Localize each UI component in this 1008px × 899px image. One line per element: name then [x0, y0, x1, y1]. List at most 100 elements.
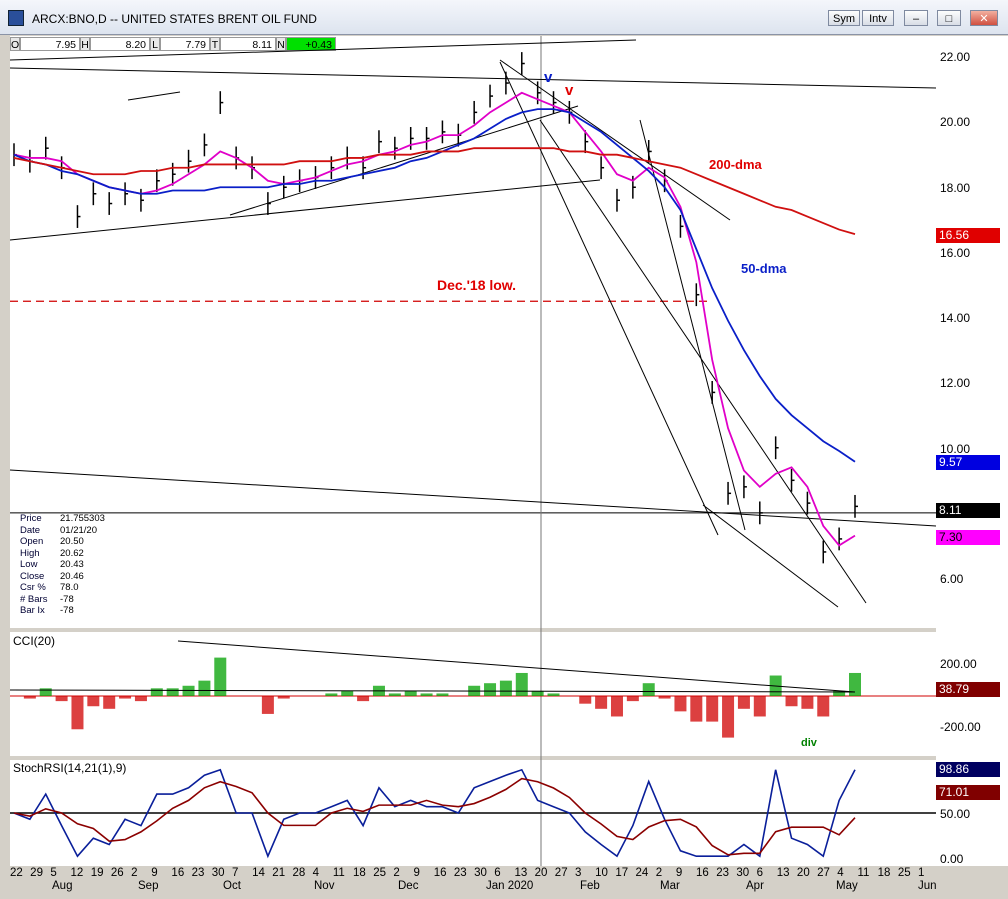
x-tick-month: May: [836, 880, 858, 892]
data-window-value: 20.46: [60, 570, 84, 582]
cci-bar: [119, 696, 132, 699]
label-200dma: 200-dma: [709, 157, 762, 172]
cci-bar: [690, 696, 703, 722]
cci-bar: [801, 696, 814, 709]
x-tick-month: Dec: [398, 880, 419, 892]
maximize-button[interactable]: □: [937, 10, 961, 26]
close-button[interactable]: ✕: [970, 10, 998, 26]
x-tick-month: Sep: [138, 880, 159, 892]
data-window-row: # Bars -78: [20, 594, 105, 606]
cci-bar: [658, 696, 671, 699]
cci-bar: [626, 696, 639, 702]
x-tick-day: 20: [534, 867, 548, 879]
interval-button[interactable]: Intv: [862, 10, 894, 26]
price-axis: [936, 36, 1008, 866]
trend-line: [499, 61, 719, 536]
x-tick-day: 6: [494, 867, 501, 879]
x-tick-day: 24: [635, 867, 649, 879]
data-window-row: Date 01/21/20: [20, 525, 105, 537]
x-tick-day: 1: [918, 867, 925, 879]
cci-bar: [706, 696, 719, 722]
cci-tick: 200.00: [940, 657, 977, 671]
x-tick-day: 6: [756, 867, 763, 879]
ma50-line: [13, 108, 856, 463]
data-window-value: -78: [60, 593, 74, 605]
net-label: N: [276, 37, 286, 51]
x-tick-day: 3: [574, 867, 582, 879]
cci-bar: [357, 696, 370, 702]
cci-bar: [103, 696, 116, 709]
cci-bar: [166, 688, 179, 696]
stoch-tick: 0.00: [940, 852, 964, 866]
cci-bar: [23, 696, 36, 699]
data-window-row: Csr % 78.0: [20, 582, 105, 594]
high-value: 8.20: [90, 37, 150, 51]
last-value: 8.11: [220, 37, 276, 51]
label-dec18-low: Dec.'18 low.: [437, 277, 517, 293]
cci-bar: [261, 696, 274, 714]
data-window-value: 78.0: [60, 582, 79, 593]
cci-bar: [277, 696, 290, 699]
x-tick-day: 5: [50, 867, 57, 879]
data-window-key: Price: [20, 513, 42, 524]
cci-bar: [325, 693, 338, 696]
data-window-row: Price 21.755303: [20, 513, 105, 525]
data-window-value: 01/21/20: [60, 524, 97, 536]
cci-value-tag: 38.79: [936, 682, 1000, 697]
x-tick-day: 16: [696, 867, 709, 879]
cci-bar: [722, 696, 735, 738]
trend-line: [9, 179, 601, 241]
x-tick-month: Feb: [580, 880, 600, 892]
cci-bar: [134, 696, 147, 702]
cci-bar: [484, 683, 497, 696]
cci-bar: [547, 693, 560, 696]
x-tick-month: Nov: [314, 880, 335, 892]
open-value: 7.95: [20, 37, 80, 51]
ma200-value-tag: 16.56: [936, 228, 1000, 243]
x-tick-day: 11: [332, 867, 345, 879]
x-tick-day: 12: [70, 867, 84, 879]
cci-trend-line: [9, 689, 856, 693]
data-window-key: High: [20, 547, 40, 559]
x-tick-day: 23: [716, 867, 730, 879]
cci-bar: [198, 680, 211, 696]
net-change-value: +0.43: [286, 37, 336, 51]
ma50-value-tag: 9.57: [936, 455, 1000, 470]
x-tick-day: 18: [877, 867, 891, 879]
x-tick-day: 23: [453, 867, 467, 879]
high-label: H: [80, 37, 90, 51]
x-tick-day: 18: [353, 867, 366, 879]
data-window-value: 21.755303: [60, 513, 105, 524]
x-tick-day: 16: [171, 867, 185, 879]
cci-panel-title: CCI(20): [13, 634, 56, 648]
trend-line: [539, 119, 867, 604]
x-tick-day: 19: [90, 867, 104, 879]
cci-bar: [595, 696, 608, 709]
cci-bar: [817, 696, 830, 717]
x-tick-day: 23: [191, 867, 205, 879]
cci-bar: [420, 693, 433, 696]
label-50dma: 50-dma: [741, 261, 787, 276]
title-bar: ARCX:BNO,D -- UNITED STATES BRENT OIL FU…: [0, 0, 1008, 35]
low-label: L: [150, 37, 160, 51]
x-tick-day: 16: [433, 867, 447, 879]
price-panel[interactable]: [10, 36, 936, 628]
data-window-key: Open: [20, 536, 44, 547]
minimize-button[interactable]: –: [904, 10, 928, 26]
x-tick-day: 4: [312, 867, 320, 879]
cci-bar: [785, 696, 798, 707]
label-v-red: v: [565, 82, 574, 99]
x-tick-day: 14: [252, 867, 265, 879]
x-tick-day: 2: [655, 867, 663, 879]
x-tick-month: Aug: [52, 880, 73, 892]
x-tick-day: 27: [817, 867, 830, 879]
cci-bar: [71, 696, 84, 730]
x-tick-month: Mar: [660, 880, 680, 892]
trend-line: [229, 105, 579, 216]
symbol-button[interactable]: Sym: [828, 10, 860, 26]
x-tick-day: 22: [10, 867, 23, 879]
ma200-line: [13, 147, 856, 236]
stoch-tick: 50.00: [940, 807, 971, 821]
x-tick-day: 30: [211, 867, 225, 879]
label-v-blue: v: [544, 69, 553, 86]
